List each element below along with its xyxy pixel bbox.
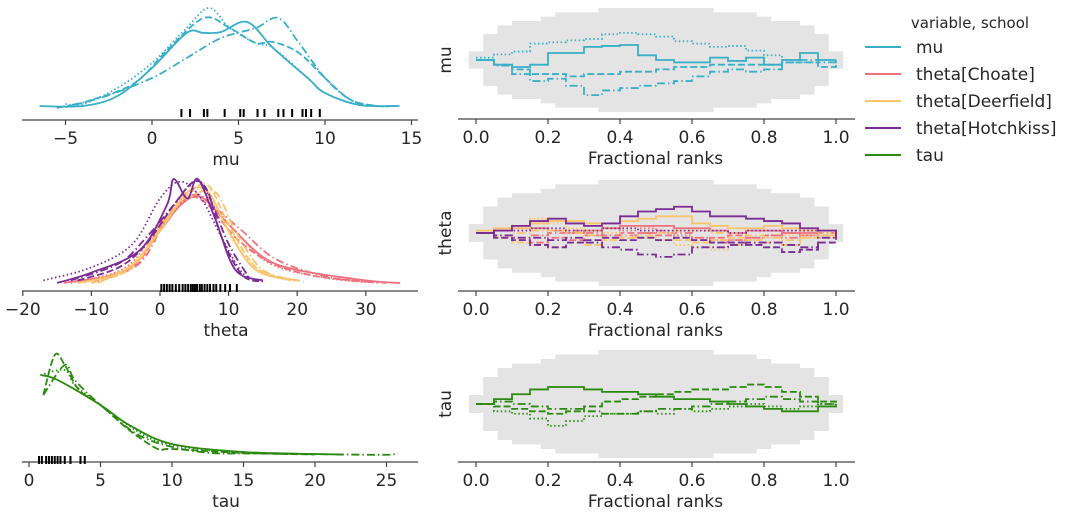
tick-label: 0.6 bbox=[678, 128, 705, 148]
kde-x-axis: −5 0 5 10 15 mu bbox=[22, 119, 423, 170]
kde-line bbox=[97, 189, 305, 284]
tick-label: 0.4 bbox=[606, 471, 633, 491]
legend-label: theta[Choate] bbox=[916, 65, 1035, 85]
rank-x-axis: 0.0 0.2 0.4 0.6 0.8 1.0 Fractional ranks tau bbox=[436, 390, 855, 512]
legend-label: theta[Hotchkiss] bbox=[916, 119, 1057, 139]
tick-label: 0.6 bbox=[678, 300, 705, 320]
tick-label: 15 bbox=[401, 129, 423, 149]
kde-line bbox=[65, 7, 400, 108]
kde-line bbox=[91, 193, 387, 284]
tick-label: 0.8 bbox=[750, 300, 777, 320]
rank-step-line bbox=[476, 232, 837, 244]
kde-line bbox=[63, 195, 401, 284]
tick-label: 0.6 bbox=[678, 471, 705, 491]
tick-label: −10 bbox=[73, 300, 109, 320]
tick-label: 0.0 bbox=[462, 128, 489, 148]
tick-label: 1.0 bbox=[822, 128, 849, 148]
tick-label: 0.8 bbox=[750, 471, 777, 491]
rank-step-line bbox=[476, 232, 837, 253]
tick-label: 15 bbox=[233, 471, 255, 491]
legend-item: mu bbox=[865, 38, 943, 58]
tick-label: 20 bbox=[286, 300, 308, 320]
rank-step-line bbox=[476, 395, 836, 415]
rank-step-line bbox=[476, 224, 837, 234]
kde-line bbox=[43, 180, 264, 283]
legend-item: theta[Deerfield] bbox=[865, 92, 1052, 112]
tick-label: −5 bbox=[53, 129, 78, 149]
kde-line bbox=[65, 16, 378, 108]
rank-step-line bbox=[476, 205, 837, 234]
legend-item: theta[Hotchkiss] bbox=[865, 119, 1057, 139]
kde-line bbox=[40, 374, 344, 456]
y-axis-label: mu bbox=[436, 46, 456, 73]
legend-label: theta[Deerfield] bbox=[916, 92, 1052, 112]
tick-label: 5 bbox=[233, 129, 244, 149]
rank-x-axis: 0.0 0.2 0.4 0.6 0.8 1.0 Fractional ranks mu bbox=[436, 46, 855, 169]
kde-line bbox=[40, 368, 258, 455]
rank-step-line bbox=[476, 229, 836, 244]
x-axis-label: Fractional ranks bbox=[588, 321, 723, 341]
tick-label: 0.0 bbox=[462, 300, 489, 320]
kde-line bbox=[77, 186, 298, 284]
legend-title: variable, school bbox=[911, 14, 1029, 32]
kde-line bbox=[70, 180, 250, 282]
tick-label: 0 bbox=[155, 300, 166, 320]
tick-label: 30 bbox=[355, 300, 377, 320]
kde-x-axis: −20 −10 0 10 20 30 theta bbox=[5, 290, 418, 341]
rank-x-axis: 0.0 0.2 0.4 0.6 0.8 1.0 Fractional ranks theta bbox=[436, 211, 855, 341]
tick-label: 0.2 bbox=[534, 300, 561, 320]
rank-step-line bbox=[476, 383, 837, 415]
tick-label: 10 bbox=[218, 300, 240, 320]
rank-step-line bbox=[476, 229, 837, 242]
kde-line bbox=[39, 20, 400, 108]
rank-step-line bbox=[476, 59, 837, 96]
tick-label: 0 bbox=[147, 129, 158, 149]
tick-label: 1.0 bbox=[822, 300, 849, 320]
tick-label: 0.8 bbox=[750, 128, 777, 148]
rank-step-line bbox=[476, 215, 837, 233]
tick-label: 25 bbox=[376, 471, 398, 491]
rank-step-line bbox=[476, 31, 836, 64]
tick-label: 0.2 bbox=[534, 128, 561, 148]
y-axis-label: theta bbox=[436, 211, 456, 256]
x-axis-label: theta bbox=[204, 321, 249, 341]
legend-label: mu bbox=[916, 38, 943, 58]
tick-label: 0 bbox=[24, 471, 35, 491]
tick-label: 1.0 bbox=[822, 471, 849, 491]
kde-line bbox=[56, 16, 395, 109]
legend-label: tau bbox=[916, 146, 944, 166]
legend-item: tau bbox=[865, 146, 944, 166]
x-axis-label: Fractional ranks bbox=[588, 492, 723, 512]
legend: variable, school mu theta[Choate] theta[Dee… bbox=[865, 14, 1057, 166]
y-axis-label: tau bbox=[436, 390, 456, 418]
tick-label: 0.4 bbox=[606, 300, 633, 320]
tick-label: −20 bbox=[5, 300, 41, 320]
tick-label: 20 bbox=[304, 471, 326, 491]
tick-label: 0.4 bbox=[606, 128, 633, 148]
tick-label: 0.2 bbox=[534, 471, 561, 491]
kde-line bbox=[42, 352, 316, 456]
kde-line bbox=[77, 180, 264, 283]
x-axis-label: tau bbox=[212, 492, 240, 512]
x-axis-label: Fractional ranks bbox=[588, 149, 723, 169]
tick-label: 10 bbox=[161, 471, 183, 491]
tick-label: 0.0 bbox=[462, 471, 489, 491]
kde-line bbox=[42, 363, 399, 456]
rank-step-line bbox=[476, 232, 837, 258]
x-axis-label: mu bbox=[212, 150, 239, 170]
kde-line bbox=[70, 190, 380, 284]
tick-label: 10 bbox=[314, 129, 336, 149]
kde-x-axis: 0 5 10 15 20 25 tau bbox=[22, 461, 418, 512]
tick-label: 5 bbox=[95, 471, 106, 491]
legend-item: theta[Choate] bbox=[865, 65, 1035, 85]
confidence-envelope bbox=[468, 350, 844, 458]
